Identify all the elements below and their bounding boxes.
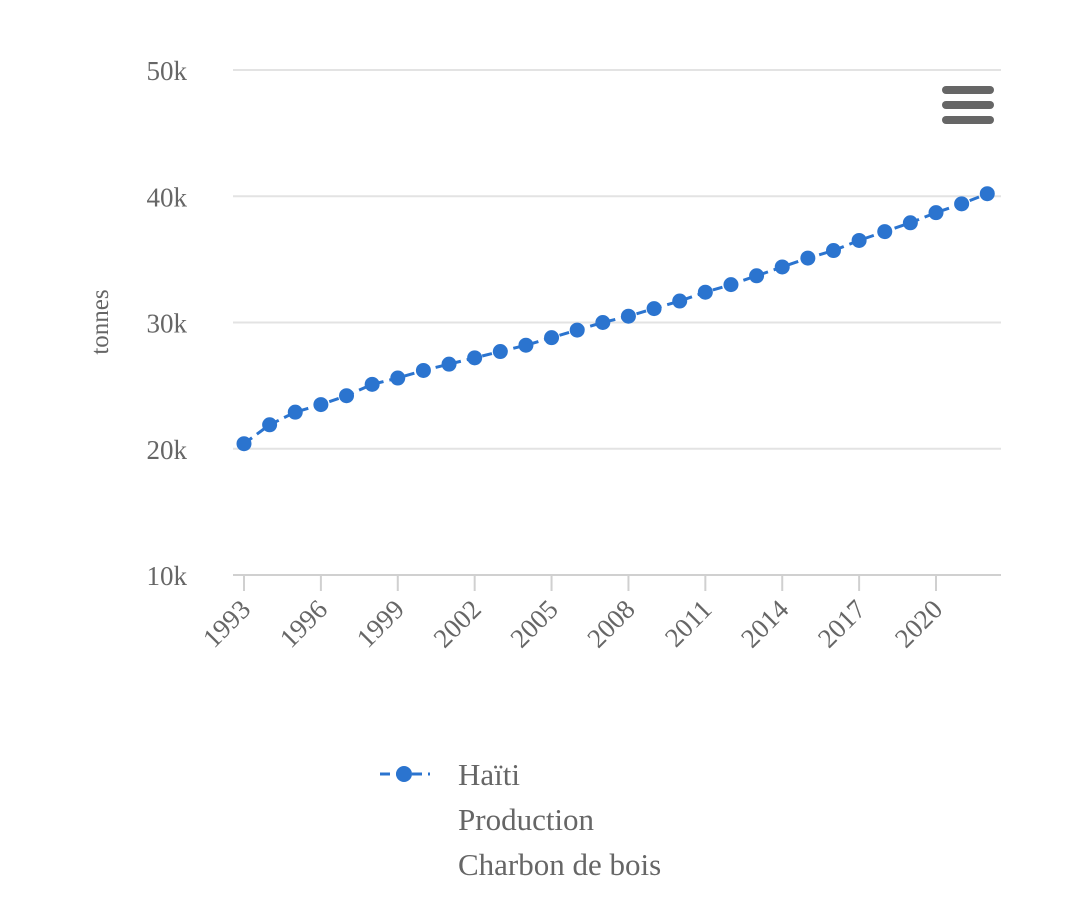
data-point[interactable]	[928, 205, 944, 221]
x-tick-label: 2017	[812, 594, 871, 653]
data-point[interactable]	[672, 293, 688, 309]
data-point[interactable]	[441, 356, 457, 372]
data-point[interactable]	[800, 250, 816, 266]
data-point[interactable]	[313, 397, 329, 413]
y-tick-label: 50k	[147, 56, 188, 86]
y-tick-label: 40k	[147, 182, 188, 212]
data-point[interactable]	[492, 344, 508, 360]
data-point[interactable]	[749, 268, 765, 284]
x-tick-label: 1996	[274, 594, 333, 653]
x-tick-label: 1999	[351, 594, 410, 653]
y-axis-title: tonnes	[87, 289, 114, 354]
legend[interactable]: Haïti Production Charbon de bois	[380, 757, 661, 882]
x-tick-label: 2014	[735, 594, 795, 654]
legend-label: Haïti Production Charbon de bois	[458, 757, 661, 882]
data-point[interactable]	[877, 224, 893, 240]
data-point[interactable]	[569, 322, 585, 338]
data-point[interactable]	[390, 370, 406, 386]
data-point[interactable]	[518, 337, 534, 353]
x-tick-label: 1993	[197, 594, 256, 653]
data-point[interactable]	[544, 330, 560, 346]
grid	[233, 69, 1001, 450]
data-point[interactable]	[620, 308, 636, 324]
x-tick-label: 2020	[889, 594, 948, 653]
data-point[interactable]	[774, 259, 790, 275]
data-point[interactable]	[954, 196, 970, 212]
data-point[interactable]	[415, 362, 431, 378]
data-point[interactable]	[595, 315, 611, 330]
data-point[interactable]	[287, 404, 303, 420]
data-point[interactable]	[236, 436, 252, 452]
x-tick-label: 2002	[428, 594, 487, 653]
legend-marker-symbol	[396, 766, 412, 782]
data-point[interactable]	[646, 301, 662, 317]
data-point[interactable]	[902, 215, 918, 231]
x-tick-label: 2008	[581, 594, 640, 653]
x-axis: 1993 1996 1999 2002 2005 2008 2011 2014 2017 2020	[197, 574, 1001, 654]
data-point[interactable]	[697, 284, 713, 300]
x-tick-label: 2005	[504, 594, 563, 653]
data-point[interactable]	[467, 350, 483, 366]
y-axis: 10k 20k 30k 40k 50k	[147, 56, 188, 591]
series-haiti	[236, 186, 995, 452]
y-tick-label: 30k	[147, 309, 188, 339]
data-point[interactable]	[851, 232, 867, 248]
y-tick-label: 10k	[147, 561, 188, 591]
data-point[interactable]	[339, 388, 355, 404]
data-point[interactable]	[979, 186, 995, 202]
data-point[interactable]	[723, 277, 739, 293]
series-line	[243, 192, 988, 445]
data-point[interactable]	[825, 243, 841, 259]
data-point[interactable]	[262, 417, 278, 433]
hamburger-menu-icon[interactable]	[938, 82, 998, 128]
y-tick-label: 20k	[147, 435, 188, 465]
x-tick-label: 2011	[659, 594, 718, 653]
data-point[interactable]	[364, 376, 380, 392]
